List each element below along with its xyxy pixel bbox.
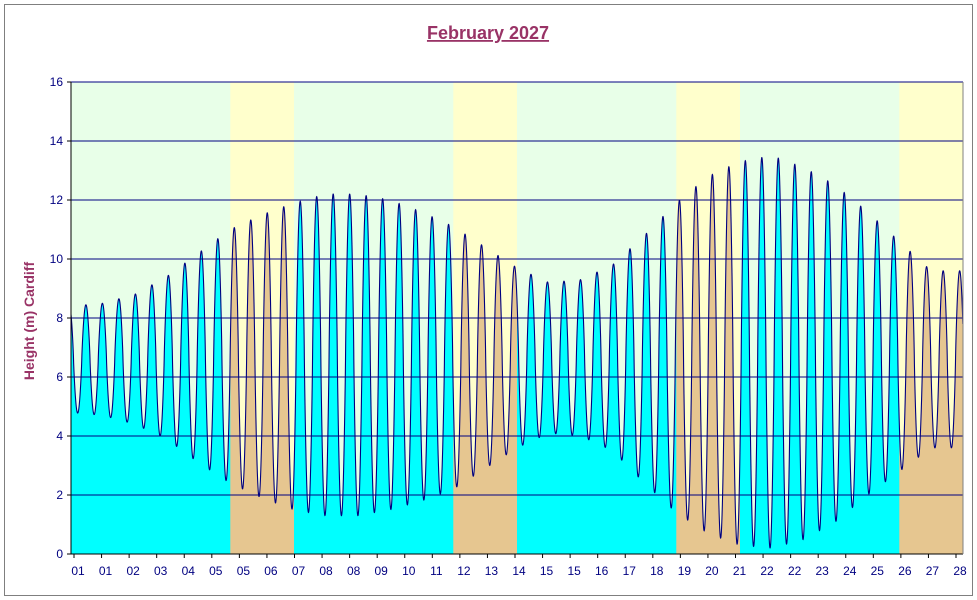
x-tick-label: 20 [705, 564, 719, 578]
x-tick-label: 07 [292, 564, 306, 578]
y-tick-label: 16 [50, 75, 64, 89]
x-tick-label: 12 [457, 564, 471, 578]
y-tick-label: 6 [56, 370, 63, 384]
tide-area-day-5 [198, 238, 231, 554]
x-tick-labels: 01 01 02 03 04 05 05 06 07 08 08 09 10 11 12 13 14 15 15 16… [71, 564, 967, 578]
tide-area-day-14 [485, 255, 518, 555]
x-tick-label: 05 [209, 564, 223, 578]
x-tick-label: 10 [402, 564, 416, 578]
y-tick-labels: 0 2 4 6 8 10 12 14 16 [50, 75, 64, 561]
tide-area-day-11 [389, 203, 422, 555]
x-tick-label: 16 [595, 564, 609, 578]
x-tick-label: 22 [788, 564, 802, 578]
tide-area-day-24 [803, 171, 837, 554]
y-tick-label: 14 [50, 134, 64, 148]
tide-area-day-20 [676, 186, 709, 555]
chart-title: February 2027 [427, 23, 549, 43]
axes [67, 81, 964, 558]
x-tick-label: 01 [71, 564, 85, 578]
x-tick-label: 08 [319, 564, 333, 578]
x-tick-label: 24 [843, 564, 857, 578]
x-tick-label: 04 [182, 564, 196, 578]
y-tick-label: 4 [56, 429, 63, 443]
y-tick-label: 12 [50, 193, 64, 207]
y-axis-label: Height (m) Cardiff [21, 262, 37, 381]
x-tick-label: 01 [99, 564, 113, 578]
x-tick-label: 08 [347, 564, 361, 578]
tide-chart: February 2027 Height (m) Cardiff 0246810… [21, 23, 967, 578]
y-tick-label: 8 [56, 311, 63, 325]
x-tick-label: 23 [816, 564, 830, 578]
y-tick-label: 2 [56, 488, 63, 502]
tide-area-day-8 [294, 196, 327, 554]
tide-area-day-15 [517, 274, 550, 554]
tide-area-day-18 [612, 248, 645, 555]
x-tick-label: 02 [126, 564, 140, 578]
tide-line [70, 157, 964, 549]
x-tick-label: 14 [512, 564, 526, 578]
x-tick-label: 05 [237, 564, 251, 578]
x-tick-label: 18 [650, 564, 664, 578]
tide-area-day-10 [357, 195, 391, 554]
tide-area-day-16 [548, 279, 582, 554]
tide-area-day-4 [166, 263, 199, 554]
x-tick-label: 22 [760, 564, 774, 578]
x-tick-label: 11 [430, 564, 443, 578]
x-tick-label: 09 [375, 564, 389, 578]
x-tick-label: 15 [567, 564, 581, 578]
x-tick-label: 06 [264, 564, 278, 578]
tide-area-day-3 [134, 283, 168, 554]
x-tick-label: 03 [154, 564, 168, 578]
x-tick-label: 19 [678, 564, 692, 578]
tide-area-day-17 [580, 265, 614, 554]
tide-area-day-1 [71, 303, 104, 554]
x-tick-label: 25 [871, 564, 885, 578]
tide-area-day-25 [835, 192, 868, 554]
tide-area-day-23 [771, 158, 805, 554]
chart-frame: February 2027 Height (m) Cardiff 0 2 4 6 8 10… [4, 4, 973, 596]
tide-area-day-2 [102, 294, 136, 554]
x-tick-label: 15 [540, 564, 554, 578]
y-tick-label: 0 [56, 547, 63, 561]
x-tick-label: 17 [623, 564, 637, 578]
x-tick-label: 28 [953, 564, 967, 578]
tide-area-day-26 [867, 220, 900, 554]
tide-area-day-28 [931, 270, 963, 554]
y-tick-label: 10 [50, 252, 64, 266]
tide-area-day-9 [325, 194, 359, 555]
x-tick-label: 27 [926, 564, 940, 578]
x-tick-label: 26 [898, 564, 912, 578]
tide-height-series [70, 157, 964, 549]
x-tick-label: 13 [485, 564, 499, 578]
x-tick-label: 21 [733, 564, 747, 578]
tide-area-day-21 [708, 166, 741, 554]
